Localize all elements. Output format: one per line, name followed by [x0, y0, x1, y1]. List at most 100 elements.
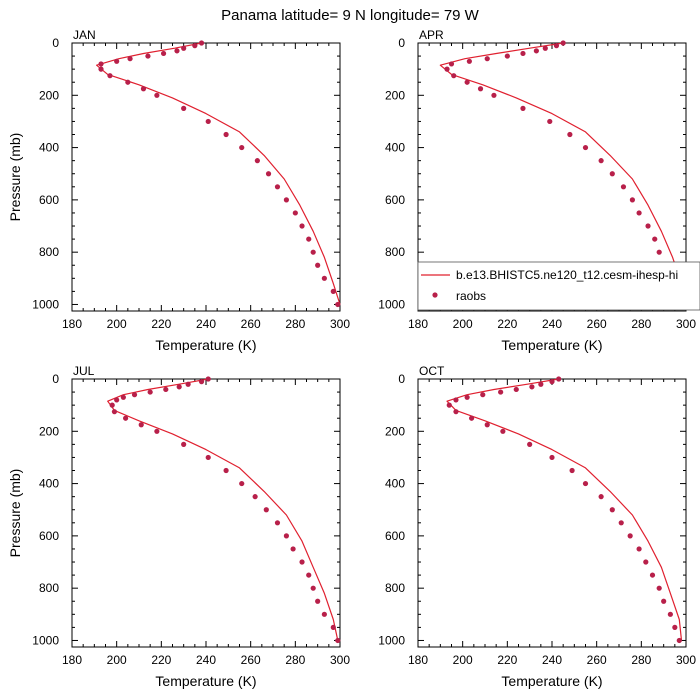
plot-frame — [417, 378, 687, 648]
obs-point — [477, 86, 484, 92]
x-tick-label: 280 — [285, 653, 305, 667]
x-tick-label: 220 — [151, 317, 171, 331]
obs-point — [310, 249, 316, 255]
obs-point — [520, 50, 526, 57]
obs-point — [114, 58, 120, 64]
obs-point — [620, 184, 627, 190]
obs-point — [239, 144, 245, 151]
model-line — [446, 378, 683, 641]
obs-point — [609, 507, 615, 513]
y-tick-label: 200 — [385, 424, 405, 438]
y-tick-label: 200 — [39, 424, 59, 438]
obs-point — [513, 386, 519, 393]
obs-point — [192, 43, 198, 49]
x-axis-title: Temperature (K) — [155, 337, 256, 353]
obs-point — [254, 158, 260, 164]
panel-label: APR — [419, 28, 444, 42]
obs-point — [529, 384, 535, 390]
obs-point — [292, 210, 298, 216]
y-tick-label: 800 — [385, 581, 405, 595]
obs-point — [444, 66, 450, 72]
obs-point — [549, 454, 555, 461]
obs-point — [538, 381, 544, 387]
panel-label: JUL — [73, 364, 95, 378]
obs-point — [466, 58, 472, 64]
chart-title: Panama latitude= 9 N longitude= 79 W — [221, 7, 480, 24]
obs-point — [547, 118, 553, 125]
panel-jan: 180 200 220 240 260 280 300 0 200 400 600 800 1000 Te… — [7, 28, 350, 353]
obs-point — [306, 236, 312, 242]
obs-point — [131, 392, 138, 398]
obs-point — [464, 394, 470, 400]
obs-point — [299, 223, 305, 229]
obs-point — [560, 40, 566, 46]
obs-point — [582, 480, 589, 487]
obs-point — [527, 441, 533, 447]
x-tick-label: 300 — [330, 653, 350, 667]
obs-point — [265, 171, 272, 177]
x-tick-label: 260 — [241, 317, 261, 331]
x-tick-label: 280 — [631, 317, 651, 331]
obs-point — [652, 236, 658, 242]
x-tick-label: 240 — [196, 317, 216, 331]
obs-point — [120, 394, 126, 400]
obs-point — [263, 507, 269, 513]
x-tick-label: 220 — [151, 653, 171, 667]
x-tick-label: 200 — [107, 317, 127, 331]
obs-point — [567, 131, 573, 138]
plot-frame — [71, 378, 341, 648]
obs-point — [290, 546, 296, 552]
obs-point — [469, 415, 475, 421]
obs-point — [656, 585, 662, 591]
obs-point — [125, 79, 131, 85]
obs-point — [618, 520, 624, 526]
obs-point — [147, 389, 153, 395]
obs-point — [676, 637, 682, 644]
obs-point — [185, 381, 191, 387]
obs-point — [556, 376, 562, 382]
y-tick-label: 200 — [385, 88, 405, 102]
x-axis-title: Temperature (K) — [501, 673, 602, 689]
y-tick-label: 600 — [385, 193, 405, 207]
obs-point — [198, 40, 205, 46]
obs-point — [274, 520, 281, 526]
obs-point — [283, 197, 289, 203]
obs-point — [127, 56, 133, 62]
x-tick-label: 240 — [196, 653, 216, 667]
obs-point — [453, 397, 459, 403]
x-tick-label: 200 — [453, 653, 473, 667]
panel-jul: 180 200 220 240 260 280 300 0 200 400 600 800 1000 Te… — [7, 364, 350, 689]
x-tick-label: 280 — [631, 653, 651, 667]
y-tick-label: 600 — [39, 529, 59, 543]
y-tick-label: 400 — [39, 477, 59, 491]
obs-point — [542, 45, 548, 51]
x-tick-label: 180 — [62, 653, 82, 667]
obs-point — [672, 624, 678, 630]
x-tick-label: 300 — [676, 653, 696, 667]
obs-point — [480, 392, 486, 398]
obs-point — [446, 402, 452, 408]
obs-point — [453, 409, 459, 415]
x-tick-label: 200 — [107, 653, 127, 667]
obs-point — [299, 559, 305, 565]
obs-point — [598, 158, 604, 164]
obs-point — [223, 131, 229, 138]
obs-point — [98, 66, 104, 72]
x-tick-label: 240 — [542, 317, 562, 331]
plot-frame — [71, 42, 341, 312]
y-tick-label: 800 — [39, 245, 59, 259]
obs-point — [98, 61, 104, 67]
obs-point — [176, 384, 182, 390]
obs-point — [123, 415, 129, 421]
y-tick-label: 800 — [39, 581, 59, 595]
obs-point — [205, 454, 211, 461]
obs-point — [111, 409, 118, 415]
x-tick-label: 240 — [542, 653, 562, 667]
obs-point — [315, 598, 321, 604]
obs-point — [569, 467, 575, 474]
obs-point — [643, 559, 649, 565]
obs-point — [107, 73, 113, 79]
y-tick-label: 0 — [52, 36, 59, 50]
x-axis-title: Temperature (K) — [501, 337, 602, 353]
legend-dot-marker — [432, 292, 438, 298]
